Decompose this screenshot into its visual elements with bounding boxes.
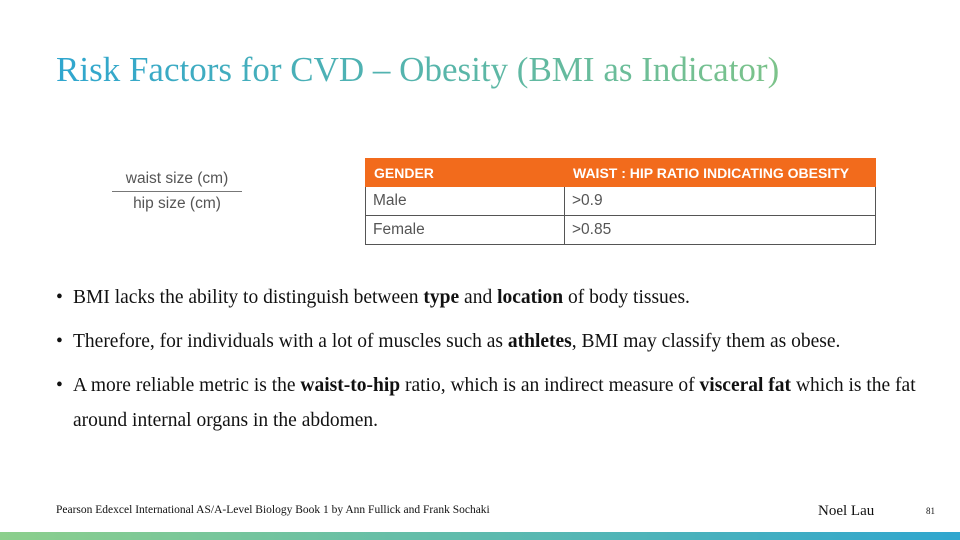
table-cell: >0.85 — [564, 215, 876, 245]
numerator: waist size (cm) — [112, 170, 242, 192]
text: of body tissues. — [563, 287, 690, 308]
ratio-table: GENDER WAIST : HIP RATIO INDICATING OBES… — [365, 158, 876, 245]
source-citation: Pearson Edexcel International AS/A-Level… — [56, 504, 490, 516]
table-row: Male >0.9 — [365, 186, 876, 216]
text: which is the fat around internal organs … — [73, 375, 916, 431]
table-cell: Female — [365, 215, 565, 245]
text: , BMI may classify them as obese. — [571, 331, 841, 352]
header-cell: GENDER — [365, 158, 565, 187]
bullet-item: Therefore, for individuals with a lot of… — [56, 324, 916, 359]
table-cell: >0.9 — [564, 186, 876, 216]
text: and — [459, 287, 498, 308]
header-cell: WAIST : HIP RATIO INDICATING OBESITY — [564, 158, 876, 187]
text: ratio, which is an indirect measure of — [400, 375, 700, 396]
table-row: Female >0.85 — [365, 215, 876, 245]
bold-text: location — [497, 287, 564, 308]
page-number: 81 — [926, 506, 935, 516]
text: Therefore, for individuals with a lot of… — [73, 331, 508, 352]
text: BMI lacks the ability to distinguish bet… — [73, 287, 424, 308]
slide-title: Risk Factors for CVD – Obesity (BMI as I… — [56, 50, 780, 89]
header-row: GENDER WAIST : HIP RATIO INDICATING OBES… — [365, 158, 876, 187]
bullet-list: BMI lacks the ability to distinguish bet… — [56, 280, 916, 447]
bullet-item: A more reliable metric is the waist-to-h… — [56, 368, 916, 438]
bullet-item: BMI lacks the ability to distinguish bet… — [56, 280, 916, 315]
bold-text: athletes — [507, 331, 572, 352]
author: Noel Lau — [818, 503, 875, 519]
denominator: hip size (cm) — [133, 195, 221, 212]
bold-text: type — [423, 287, 460, 308]
bold-text: waist-to-hip — [300, 375, 401, 396]
bold-text: visceral fat — [699, 375, 792, 396]
footer-bar — [0, 532, 960, 540]
text: A more reliable metric is the — [73, 375, 301, 396]
table-cell: Male — [365, 186, 565, 216]
table-body: Male >0.9 Female >0.85 — [365, 186, 876, 245]
formula: waist size (cm) hip size (cm) — [112, 170, 242, 213]
